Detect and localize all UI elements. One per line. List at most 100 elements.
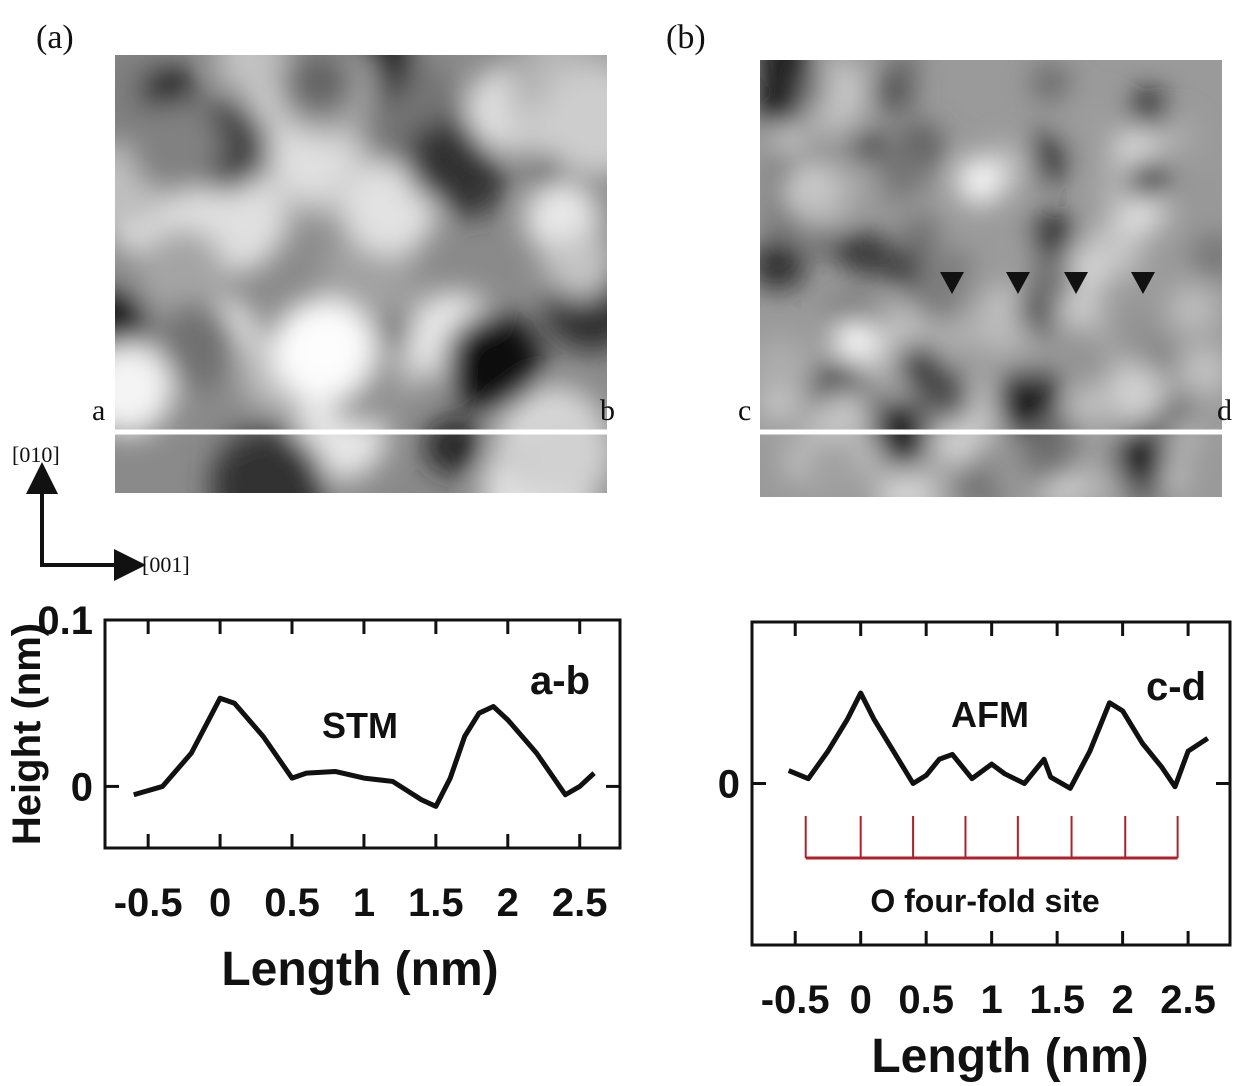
- blob: [1097, 171, 1136, 209]
- y-axis-label: Height (nm): [5, 623, 49, 845]
- blob: [1029, 371, 1061, 404]
- blob: [210, 428, 327, 493]
- blob: [819, 388, 872, 441]
- panel-label: (a): [36, 19, 74, 56]
- blob: [957, 157, 1004, 205]
- profile-line: [133, 695, 596, 809]
- stm-image: [115, 55, 607, 493]
- blob: [763, 247, 806, 289]
- blob: [215, 55, 286, 95]
- blob: [137, 228, 227, 318]
- frame: [100, 40, 622, 507]
- blob: [903, 217, 937, 251]
- x-tick-label: 2.5: [1160, 978, 1216, 1022]
- blob: [833, 319, 877, 363]
- blob: [1029, 256, 1077, 304]
- blob: [897, 343, 941, 387]
- direction-label: [001]: [142, 552, 190, 577]
- x-axis-label: Length (nm): [221, 943, 498, 996]
- blob: [1144, 342, 1177, 376]
- blob: [129, 101, 222, 194]
- markers: [940, 272, 1155, 294]
- blob: [1031, 63, 1070, 103]
- x-tick-label: -0.5: [761, 978, 830, 1022]
- x-tick-label: 0.5: [264, 881, 320, 925]
- blob: [153, 301, 241, 389]
- blob: [789, 117, 825, 153]
- x-tick-label: 0: [209, 881, 231, 925]
- x-tick-label: -0.5: [114, 881, 183, 925]
- panel-label: (b): [666, 19, 706, 56]
- blob: [792, 178, 846, 232]
- x-tick-label: 1.5: [1029, 978, 1085, 1022]
- blob: [852, 130, 882, 161]
- y-tick-label: 0: [718, 763, 740, 807]
- blob: [1030, 214, 1076, 259]
- annotation: a-b: [530, 659, 590, 703]
- blob: [760, 337, 812, 400]
- blob: [921, 370, 973, 423]
- line-label: d: [1217, 394, 1232, 427]
- blob: [801, 435, 864, 497]
- blob: [1184, 179, 1215, 209]
- blob: [516, 405, 607, 493]
- y-tick-label: 0.1: [37, 599, 93, 643]
- x-tick-label: 1: [353, 881, 375, 925]
- blob: [1156, 117, 1193, 154]
- x-tick-label: 2.5: [552, 881, 608, 925]
- blob: [405, 120, 489, 203]
- x-tick-label: 0.5: [898, 978, 954, 1022]
- blob: [868, 141, 928, 200]
- blob: [1104, 361, 1167, 424]
- blob: [115, 290, 151, 360]
- charts: -0.5 0 0.5 1 1.5 2 2.5 0 0.1 Length (nm) Height (n…: [5, 599, 1232, 1083]
- texture: [760, 60, 1222, 497]
- annotation: c-d: [1146, 665, 1206, 709]
- blob: [1113, 430, 1169, 486]
- blob: [285, 55, 355, 117]
- line-label: c: [738, 394, 751, 427]
- x-axis-label: Length (nm): [871, 1030, 1148, 1083]
- blob: [971, 302, 1024, 355]
- blob: [425, 417, 482, 475]
- blob: [538, 65, 607, 178]
- blob: [850, 233, 894, 277]
- blob: [1179, 346, 1222, 396]
- blob: [271, 298, 375, 402]
- profile-line: [787, 690, 1210, 791]
- blob: [760, 75, 806, 126]
- x-tick-label: 1.5: [408, 881, 464, 925]
- y-tick-label: 0: [71, 765, 93, 809]
- blob: [343, 162, 437, 256]
- blob: [760, 60, 813, 90]
- texture: [115, 55, 607, 493]
- blob: [1007, 237, 1037, 267]
- blob: [1076, 425, 1125, 474]
- x-tick-label: 0: [850, 978, 872, 1022]
- annotation: AFM: [951, 694, 1029, 735]
- blob: [1191, 232, 1222, 280]
- blob: [1072, 390, 1102, 421]
- blob: [873, 71, 915, 113]
- blob: [818, 134, 851, 168]
- annotation: O four-fold site: [870, 883, 1099, 919]
- blob: [918, 259, 956, 297]
- blob: [444, 312, 544, 412]
- direction-label: [010]: [12, 442, 60, 467]
- blob: [115, 342, 174, 435]
- afm-image: [760, 60, 1222, 497]
- blob: [800, 73, 833, 105]
- annotation: STM: [322, 705, 398, 746]
- blob: [1064, 100, 1123, 160]
- blob: [1128, 160, 1168, 200]
- frame: [745, 45, 1237, 512]
- blob: [1017, 422, 1079, 483]
- blob: [812, 61, 866, 116]
- blob: [1129, 90, 1167, 128]
- x-tick-label: 2: [497, 881, 519, 925]
- line-label: a: [92, 394, 105, 427]
- x-tick-label: 2: [1111, 978, 1133, 1022]
- blob: [891, 471, 939, 497]
- blob: [845, 162, 880, 196]
